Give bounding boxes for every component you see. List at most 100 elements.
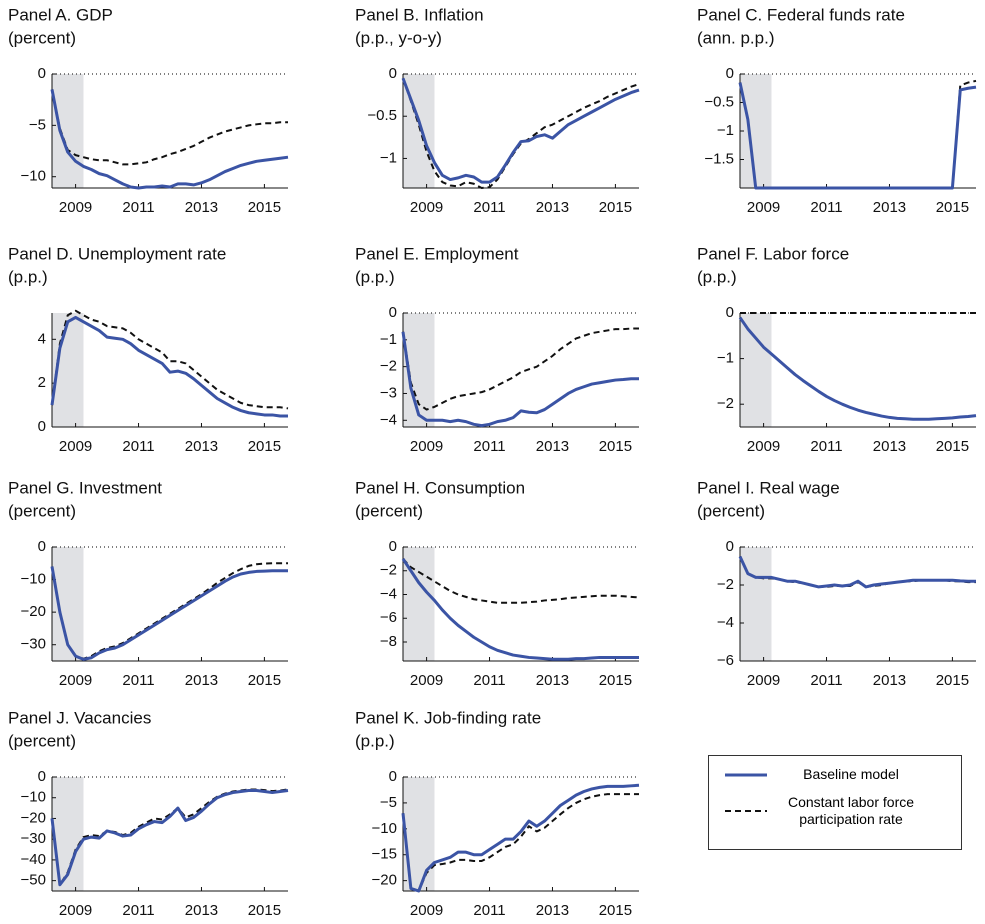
x-tick-label: 2011: [473, 902, 505, 919]
y-tick-label: −0.5: [367, 107, 397, 124]
x-tick-label: 2009: [410, 672, 443, 689]
x-tick-label: 2013: [536, 672, 569, 689]
x-tick-label: 2011: [810, 672, 842, 689]
y-tick-label: −5: [29, 116, 46, 133]
panel-subtitle: (p.p.): [697, 267, 737, 286]
series-line: [51, 562, 288, 660]
panel-title: Panel B. Inflation: [355, 5, 484, 24]
recession-shading: [740, 74, 772, 188]
y-tick-label: 0: [389, 768, 397, 785]
series-line: [51, 89, 288, 166]
y-tick-label: −1: [717, 350, 734, 367]
x-tick-label: 2009: [59, 902, 92, 919]
x-tick-label: 2015: [936, 199, 969, 216]
y-tick-label: −2: [717, 576, 734, 593]
x-tick-label: 2009: [747, 672, 780, 689]
legend-swatch: [725, 810, 767, 812]
panel-subtitle: (percent): [8, 501, 76, 520]
y-tick-label: 0: [726, 304, 734, 321]
y-tick-label: −1: [380, 331, 397, 348]
legend: Baseline model Constant labor force part…: [708, 755, 962, 850]
x-tick-label: 2011: [122, 672, 154, 689]
panel-title: Panel K. Job-finding rate: [355, 708, 541, 727]
panel-title: Panel H. Consumption: [355, 478, 525, 497]
x-tick-label: 2009: [410, 902, 443, 919]
series-line: [738, 316, 977, 421]
x-tick-label: 2009: [59, 438, 92, 455]
legend-label: Baseline model: [803, 766, 899, 782]
series-line: [50, 89, 289, 190]
x-tick-label: 2009: [410, 438, 443, 455]
panel-subtitle: (percent): [8, 731, 76, 750]
y-tick-label: 2: [38, 374, 46, 391]
legend-entry: Constant labor force participation rate: [721, 794, 931, 828]
y-tick-label: −20: [21, 809, 46, 826]
series-line: [50, 788, 289, 887]
x-tick-label: 2015: [936, 672, 969, 689]
panel-title: Panel I. Real wage: [697, 478, 840, 497]
panel-title: Panel A. GDP: [8, 5, 113, 24]
x-tick-label: 2013: [536, 199, 569, 216]
x-tick-label: 2013: [185, 902, 218, 919]
x-tick-label: 2015: [248, 672, 281, 689]
series-line: [402, 793, 639, 892]
x-tick-label: 2011: [122, 902, 154, 919]
x-tick-label: 2015: [248, 902, 281, 919]
y-tick-label: −10: [21, 789, 46, 806]
y-tick-label: 4: [38, 330, 46, 347]
y-tick-label: −4: [380, 411, 397, 428]
y-tick-label: −10: [21, 571, 46, 588]
y-tick-label: −0.5: [704, 93, 734, 110]
panel-subtitle: (percent): [8, 28, 76, 47]
panel-subtitle: (percent): [355, 501, 423, 520]
x-tick-label: 2015: [248, 438, 281, 455]
panel-subtitle: (percent): [697, 501, 765, 520]
x-tick-label: 2013: [873, 438, 906, 455]
y-tick-label: −5: [380, 794, 397, 811]
x-tick-label: 2013: [185, 438, 218, 455]
y-tick-label: −20: [372, 872, 397, 889]
series-line: [51, 309, 289, 410]
panel-title: Panel C. Federal funds rate: [697, 5, 905, 24]
y-tick-label: −40: [21, 851, 46, 868]
y-tick-label: 0: [38, 538, 46, 555]
x-tick-label: 2013: [873, 199, 906, 216]
x-tick-label: 2011: [810, 438, 842, 455]
panel-subtitle: (p.p.): [8, 267, 48, 286]
x-tick-label: 2015: [599, 902, 632, 919]
x-tick-label: 2013: [536, 902, 569, 919]
y-tick-label: −4: [380, 585, 397, 602]
panel-subtitle: (p.p., y-o-y): [355, 28, 442, 47]
panel-title: Panel G. Investment: [8, 478, 162, 497]
series-line: [738, 555, 976, 589]
series-line: [50, 566, 288, 661]
x-tick-label: 2011: [122, 199, 154, 216]
y-tick-label: −15: [372, 846, 397, 863]
y-tick-label: 0: [389, 538, 397, 555]
x-tick-label: 2013: [536, 438, 569, 455]
legend-label: Constant labor force participation rate: [787, 794, 915, 827]
series-line: [401, 77, 640, 184]
y-tick-label: 0: [389, 65, 397, 82]
x-tick-label: 2011: [810, 199, 842, 216]
y-tick-label: −3: [380, 384, 397, 401]
y-tick-label: −30: [21, 636, 46, 653]
series-line: [402, 558, 640, 604]
x-tick-label: 2011: [473, 672, 505, 689]
y-tick-label: −1.5: [704, 150, 734, 167]
x-tick-label: 2013: [185, 199, 218, 216]
x-tick-label: 2009: [59, 199, 92, 216]
y-tick-label: −8: [380, 633, 397, 650]
recession-shading: [740, 313, 772, 427]
y-tick-label: −1: [717, 122, 734, 139]
x-tick-label: 2009: [59, 672, 92, 689]
panel-title: Panel E. Employment: [355, 244, 519, 263]
y-tick-label: 0: [726, 538, 734, 555]
legend-entry: Baseline model: [721, 766, 931, 783]
y-tick-label: −20: [21, 603, 46, 620]
y-tick-label: 0: [38, 768, 46, 785]
series-line: [738, 82, 977, 190]
y-tick-label: −2: [380, 358, 397, 375]
x-tick-label: 2013: [873, 672, 906, 689]
